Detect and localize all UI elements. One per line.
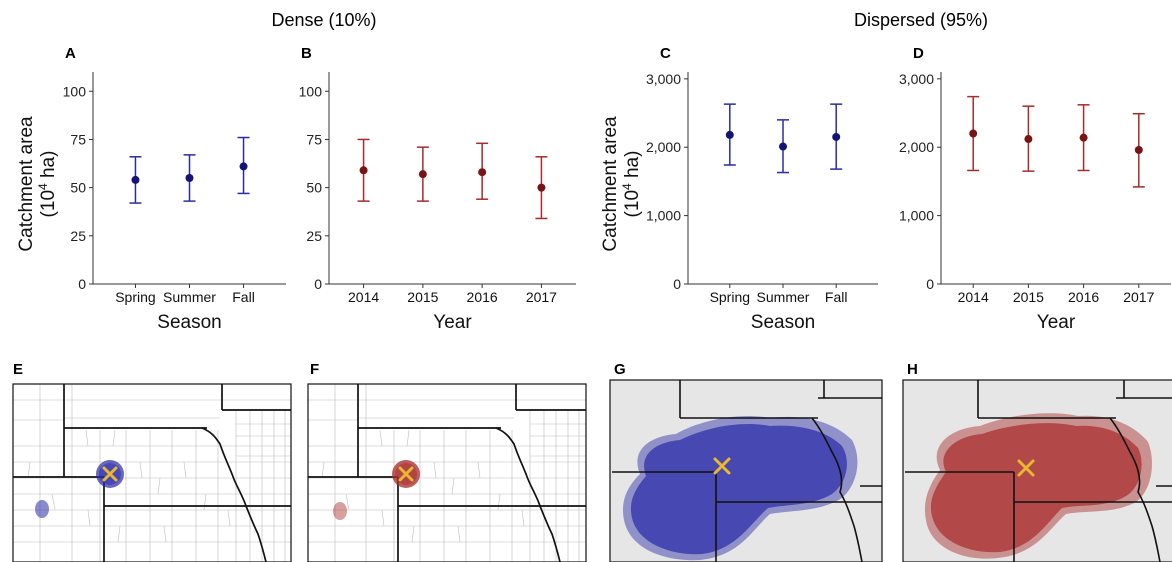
y-axis-label-line1: Catchment area bbox=[16, 116, 37, 252]
x-tick-label: Summer bbox=[757, 289, 810, 305]
data-point bbox=[478, 168, 486, 176]
x-tick-label: Spring bbox=[115, 289, 155, 305]
data-point bbox=[1135, 146, 1143, 154]
data-point bbox=[186, 174, 194, 182]
panel-label: F bbox=[310, 361, 319, 378]
x-axis-label: Season bbox=[157, 312, 221, 333]
panel-label: B bbox=[301, 45, 312, 62]
y-tick-label: 0 bbox=[78, 276, 86, 292]
y-tick-label: 25 bbox=[306, 228, 322, 244]
y-tick-label: 0 bbox=[673, 276, 681, 292]
y-tick-label: 75 bbox=[70, 131, 86, 147]
y-tick-label: 1,000 bbox=[646, 208, 681, 224]
y-axis-label: Catchment area (104 ha) bbox=[600, 116, 643, 252]
x-tick-label: Fall bbox=[825, 289, 848, 305]
panel-label: D bbox=[913, 45, 924, 62]
x-tick-label: 2015 bbox=[1013, 289, 1044, 305]
chart-panel-b: B 0 25 50 75 100 2014 2015 2016 2017 Year bbox=[299, 45, 576, 333]
map-panel-h: H bbox=[903, 361, 1172, 562]
data-point bbox=[969, 130, 977, 138]
data-point bbox=[537, 184, 545, 192]
panel-label: C bbox=[660, 45, 671, 62]
group-title-dense: Dense (10%) bbox=[271, 10, 376, 30]
x-tick-label: 2016 bbox=[1068, 289, 1099, 305]
y-tick-label: 75 bbox=[306, 131, 322, 147]
panel-label: H bbox=[907, 361, 918, 378]
x-tick-label: 2016 bbox=[467, 289, 498, 305]
data-point bbox=[360, 166, 368, 174]
x-axis-label: Year bbox=[433, 312, 472, 333]
map-panel-e: E bbox=[13, 361, 291, 562]
group-title-dispersed: Dispersed (95%) bbox=[854, 10, 988, 30]
data-point bbox=[419, 170, 427, 178]
data-point bbox=[1080, 134, 1088, 142]
data-point bbox=[726, 131, 734, 139]
x-axis-label: Year bbox=[1037, 312, 1076, 333]
y-tick-label: 0 bbox=[314, 276, 322, 292]
x-tick-label: 2017 bbox=[526, 289, 557, 305]
y-tick-label: 0 bbox=[926, 276, 934, 292]
y-tick-label: 100 bbox=[63, 83, 87, 99]
x-tick-label: Spring bbox=[710, 289, 750, 305]
y-tick-label: 3,000 bbox=[899, 71, 934, 87]
y-axis-label-line2: (104 ha) bbox=[36, 151, 59, 218]
y-axis-label-line1: Catchment area bbox=[600, 116, 621, 252]
chart-panel-c: C 0 1,000 2,000 3,000 Spring Summer Fall Season C… bbox=[600, 45, 878, 333]
y-tick-label: 50 bbox=[306, 180, 322, 196]
x-tick-label: Fall bbox=[232, 289, 255, 305]
chart-panel-a: A 0 25 50 75 100 Spring Summer Fall Season Catchme… bbox=[16, 45, 286, 333]
catchment-area bbox=[333, 502, 347, 520]
data-point bbox=[832, 133, 840, 141]
y-tick-label: 2,000 bbox=[646, 139, 681, 155]
y-axis-label-line2: (104 ha) bbox=[620, 151, 643, 218]
x-tick-label: 2015 bbox=[407, 289, 438, 305]
charts-layer: A 0 25 50 75 100 Spring Summer Fall Season Catchme… bbox=[16, 45, 1171, 333]
y-tick-label: 100 bbox=[299, 83, 323, 99]
y-tick-label: 50 bbox=[70, 180, 86, 196]
y-tick-label: 1,000 bbox=[899, 208, 934, 224]
panel-label: A bbox=[65, 45, 76, 62]
x-tick-label: 2014 bbox=[348, 289, 379, 305]
x-axis-label: Season bbox=[751, 312, 815, 333]
catchment-area bbox=[35, 500, 49, 518]
data-point bbox=[131, 176, 139, 184]
chart-panel-d: D 0 1,000 2,000 3,000 2014 2015 2016 2017 Year bbox=[899, 45, 1171, 333]
y-tick-label: 3,000 bbox=[646, 71, 681, 87]
data-point bbox=[779, 143, 787, 151]
y-tick-label: 2,000 bbox=[899, 139, 934, 155]
panel-label: G bbox=[614, 361, 626, 378]
panel-label: E bbox=[13, 361, 23, 378]
x-tick-label: Summer bbox=[163, 289, 216, 305]
map-panel-f: F bbox=[308, 361, 586, 562]
map-panel-g: G bbox=[610, 361, 882, 562]
x-tick-label: 2017 bbox=[1123, 289, 1154, 305]
x-tick-label: 2014 bbox=[958, 289, 989, 305]
data-point bbox=[1024, 135, 1032, 143]
data-point bbox=[240, 162, 248, 170]
y-tick-label: 25 bbox=[70, 228, 86, 244]
y-axis-label: Catchment area (104 ha) bbox=[16, 116, 59, 252]
